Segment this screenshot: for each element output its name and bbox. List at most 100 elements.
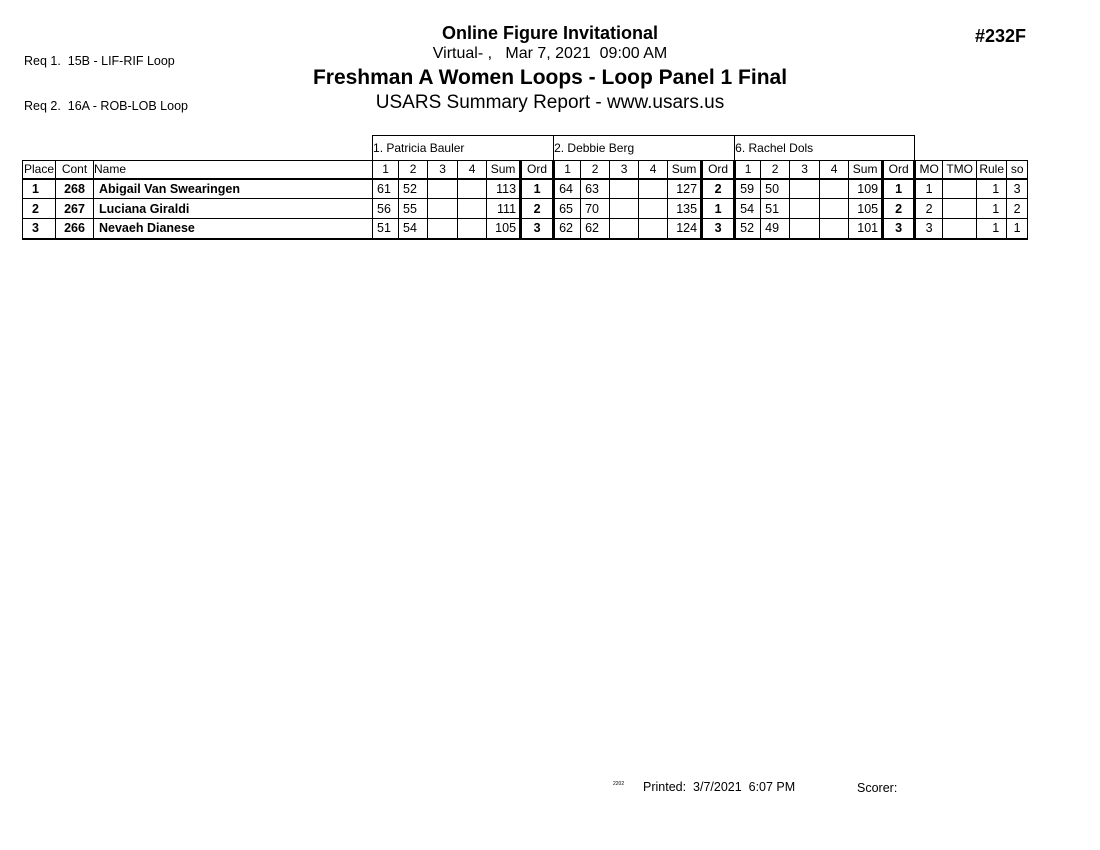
- col-header-so: so: [1006, 160, 1029, 180]
- col-header-score-1: 1: [734, 160, 762, 180]
- sum-cell: 105: [848, 198, 884, 219]
- score-cell: [457, 198, 488, 219]
- competition-title: Online Figure Invitational: [441, 23, 659, 43]
- spacer-cell: [23, 136, 373, 161]
- cont-cell: 266: [55, 218, 94, 240]
- event-number: #232F: [974, 26, 1026, 46]
- report-header: Online Figure Invitational Virtual- , Ma…: [0, 22, 1100, 114]
- col-header-rule: Rule: [976, 160, 1008, 180]
- sum-cell: 124: [667, 218, 703, 240]
- col-header-name: Name: [92, 160, 374, 180]
- col-header-score-1: 1: [553, 160, 582, 180]
- column-header-row: Place Cont Name 1 2 3 4 Sum Ord 1 2 3 4 …: [22, 160, 1029, 180]
- so-cell: 1: [1006, 218, 1029, 240]
- score-cell: [427, 178, 459, 199]
- ord-cell: 1: [700, 198, 737, 219]
- report-name: USARS Summary Report - www.usars.us: [375, 92, 725, 113]
- so-cell: 3: [1006, 178, 1029, 199]
- col-header-score-2: 2: [580, 160, 611, 180]
- ord-cell: 3: [519, 218, 556, 240]
- req-line-1: Req 1. 15B - LIF-RIF Loop: [24, 54, 175, 68]
- rule-cell: 1: [976, 178, 1008, 199]
- venue-date-line: Virtual- , Mar 7, 2021 09:00 AM: [432, 45, 668, 62]
- col-header-sum: Sum: [486, 160, 522, 180]
- event-title: Freshman A Women Loops - Loop Panel 1 Fi…: [312, 66, 788, 89]
- score-cell: [789, 218, 821, 240]
- rule-cell: 1: [976, 218, 1008, 240]
- ord-cell: 2: [700, 178, 737, 199]
- tmo-cell: [942, 198, 978, 219]
- score-cell: 54: [398, 218, 429, 240]
- req-line-2: Req 2. 16A - ROB-LOB Loop: [24, 99, 188, 113]
- mo-cell: 3: [914, 218, 944, 240]
- score-cell: 64: [553, 178, 582, 199]
- score-cell: [819, 178, 850, 199]
- score-cell: 59: [734, 178, 762, 199]
- ord-cell: 1: [881, 178, 917, 199]
- score-cell: 61: [372, 178, 400, 199]
- sum-cell: 109: [848, 178, 884, 199]
- col-header-score-1: 1: [372, 160, 400, 180]
- score-cell: 65: [553, 198, 582, 219]
- score-cell: [609, 178, 640, 199]
- score-cell: 54: [734, 198, 762, 219]
- col-header-score-4: 4: [638, 160, 669, 180]
- sum-cell: 101: [848, 218, 884, 240]
- score-cell: 55: [398, 198, 429, 219]
- ord-cell: 2: [881, 198, 917, 219]
- col-header-score-3: 3: [427, 160, 459, 180]
- sum-cell: 127: [667, 178, 703, 199]
- col-header-score-3: 3: [609, 160, 640, 180]
- score-cell: 62: [553, 218, 582, 240]
- score-cell: [427, 198, 459, 219]
- score-cell: [638, 198, 669, 219]
- col-header-sum: Sum: [667, 160, 703, 180]
- judge-2-name-header: 2. Debbie Berg: [553, 135, 736, 161]
- mo-cell: 1: [914, 178, 944, 199]
- requirements-block: Req 1. 15B - LIF-RIF Loop Req 2. 16A - R…: [24, 24, 188, 129]
- score-cell: [638, 218, 669, 240]
- sum-cell: 135: [667, 198, 703, 219]
- col-header-ord: Ord: [881, 160, 917, 180]
- score-cell: [457, 178, 488, 199]
- score-cell: [819, 218, 850, 240]
- score-cell: 50: [760, 178, 791, 199]
- tmo-cell: [942, 178, 978, 199]
- score-cell: [609, 198, 640, 219]
- score-cell: [819, 198, 850, 219]
- name-cell: Nevaeh Dianese: [92, 218, 374, 240]
- place-cell: 2: [22, 198, 56, 219]
- scorer-label: Scorer:: [857, 781, 898, 795]
- col-header-score-4: 4: [819, 160, 850, 180]
- table-row: 1 268 Abigail Van Swearingen 61 52 113 1…: [22, 178, 1029, 199]
- sum-cell: 105: [486, 218, 522, 240]
- score-cell: [789, 198, 821, 219]
- score-cell: 49: [760, 218, 791, 240]
- col-header-score-3: 3: [789, 160, 821, 180]
- cont-cell: 267: [55, 198, 94, 219]
- col-header-sum: Sum: [848, 160, 884, 180]
- col-header-cont: Cont: [55, 160, 94, 180]
- score-cell: 51: [760, 198, 791, 219]
- printed-timestamp: Printed: 3/7/2021 6:07 PM: [643, 780, 796, 794]
- col-header-score-2: 2: [398, 160, 429, 180]
- col-header-ord: Ord: [700, 160, 737, 180]
- name-cell: Abigail Van Swearingen: [92, 178, 374, 199]
- version-stamp: 2202: [613, 781, 625, 787]
- results-table: 1. Patricia Bauler 2. Debbie Berg 6. Rac…: [22, 135, 1029, 240]
- score-cell: [789, 178, 821, 199]
- score-cell: [638, 178, 669, 199]
- place-cell: 3: [22, 218, 56, 240]
- score-cell: 51: [372, 218, 400, 240]
- sum-cell: 111: [486, 198, 522, 219]
- col-header-score-4: 4: [457, 160, 488, 180]
- col-header-score-2: 2: [760, 160, 791, 180]
- col-header-ord: Ord: [519, 160, 556, 180]
- score-cell: 62: [580, 218, 611, 240]
- score-cell: [457, 218, 488, 240]
- place-cell: 1: [22, 178, 56, 199]
- table-row: 3 266 Nevaeh Dianese 51 54 105 3 62 62 1…: [22, 218, 1029, 240]
- ord-cell: 3: [881, 218, 917, 240]
- score-cell: 70: [580, 198, 611, 219]
